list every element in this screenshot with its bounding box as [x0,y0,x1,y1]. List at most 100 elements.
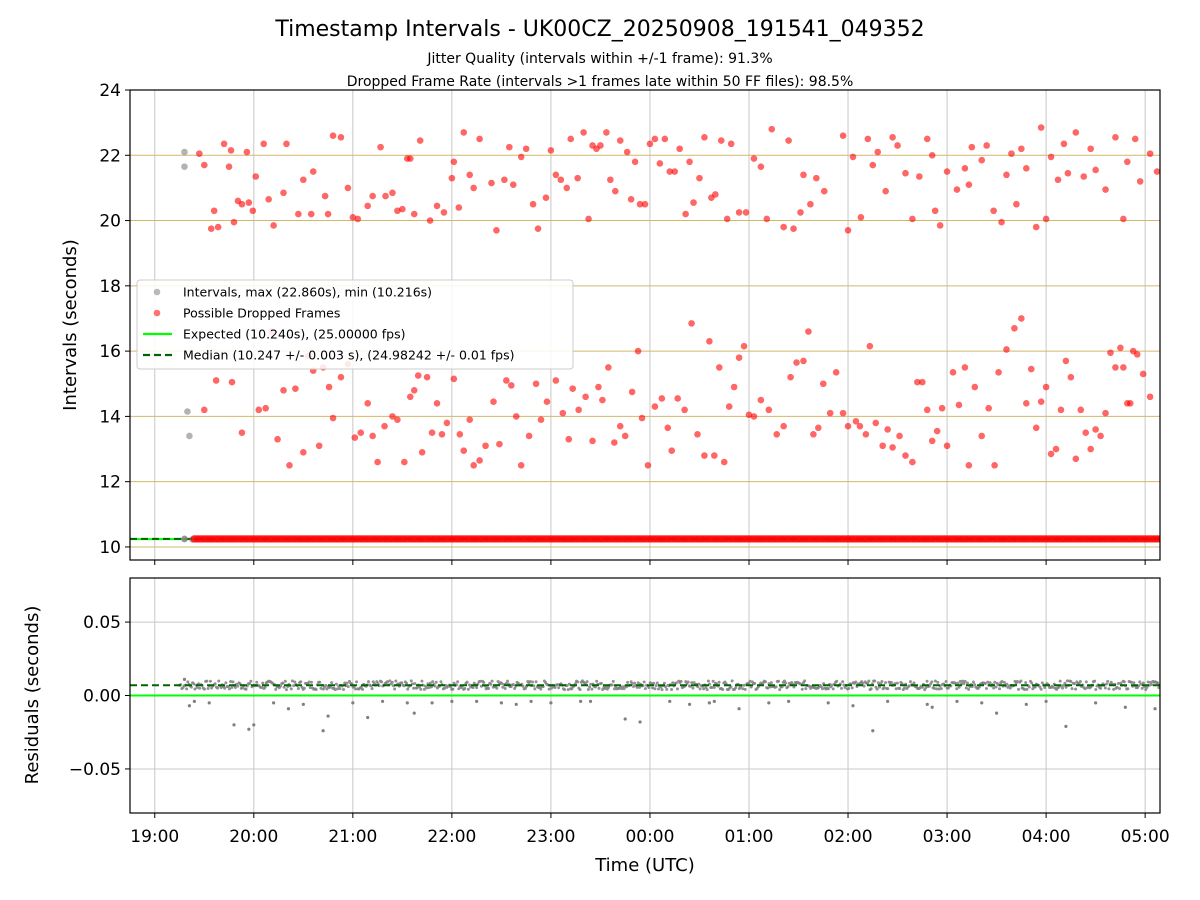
residual-point [487,686,491,690]
dropped-frame-point [701,134,708,141]
dropped-frame-point [968,143,976,151]
dropped-frame-point [394,207,401,215]
residual-point [182,677,187,681]
dropped-frame-point [1080,173,1088,180]
residual-point [642,680,646,684]
dropped-frame-point [928,437,936,445]
residual-point [1064,685,1068,689]
dropped-frame-point [1067,373,1075,381]
dropped-frame-point [852,417,860,425]
dropped-frame-point [990,207,997,215]
residual-point [956,681,960,685]
residual-point [889,681,893,685]
residual-point [1023,687,1027,691]
dropped-frame-point [717,137,725,144]
residual-point [777,679,781,683]
dropped-frame-point [228,378,236,386]
dropped-frame-point [1087,145,1094,153]
residual-point [205,679,209,683]
residual-point [539,687,543,691]
dropped-frame-point [1060,140,1068,148]
dropped-frame-point [688,320,695,327]
dropped-frame-point [735,209,743,216]
residual-point [1044,699,1048,703]
x-tick-label: 00:00 [625,827,674,847]
dropped-frame-point [476,135,483,143]
residual-point [361,687,365,691]
residual-point [786,685,790,689]
residual-point [1126,687,1130,691]
dropped-frame-point [1054,176,1062,184]
dropped-frame-point [369,432,376,440]
residual-point [876,681,880,685]
dropped-frame-point [357,429,365,437]
dropped-frame-point [196,150,203,157]
residual-point [388,679,392,683]
residual-point [721,688,725,692]
dropped-frame-point [676,145,683,153]
dropped-frame-point [534,225,542,233]
residual-point [233,686,237,690]
dropped-frame-point [740,342,748,350]
dropped-frame-point [559,409,567,417]
residual-point [1007,684,1011,688]
residual-point [886,699,890,703]
residual-point [1116,682,1120,686]
residual-point [590,687,594,691]
residual-point [862,684,866,688]
residual-point [961,679,965,683]
residual-point [1094,688,1098,692]
residual-point [1015,679,1019,683]
residual-point [255,680,259,684]
dropped-frame-point [933,427,941,435]
dropped-frame-point [567,135,575,143]
residual-point [366,680,370,684]
residual-point [939,687,943,691]
residuals-plot: 0.05 0.00 −0.05 19:00 20:00 21:00 22:00 23:00 0… [22,577,1170,876]
residual-point [206,687,210,691]
residual-point [967,687,971,691]
residual-point [936,680,940,684]
dropped-frame-point [1003,171,1010,179]
residual-point [1078,680,1082,684]
dropped-frame-point [862,431,870,438]
dropped-frame-point [641,200,649,208]
dropped-frame-point [351,434,359,441]
dropped-frame-point [785,137,792,144]
dropped-frame-point [410,210,418,218]
residual-point [499,701,503,705]
dropped-frame-point [262,404,269,412]
residual-point [1112,687,1116,691]
dropped-frame-point [466,416,474,423]
dropped-frame-point [532,380,540,388]
residual-point [878,685,882,689]
dropped-frame-point [757,163,765,171]
residual-point [655,681,659,685]
residual-point [244,687,248,691]
residual-point [1062,683,1066,687]
dropped-frame-point [542,194,550,202]
residual-point [886,687,890,691]
residual-point [1129,680,1133,684]
residual-point [260,686,264,690]
dropped-frame-point [1062,357,1070,365]
residual-point [653,687,657,691]
residual-point [261,681,265,685]
dropped-frame-point [200,161,208,169]
residual-point [274,687,278,691]
residual-point [633,681,637,685]
dropped-frame-point [936,222,944,229]
dropped-frame-point [595,383,602,391]
dropped-frame-point [773,431,781,438]
residual-point [702,687,706,691]
residual-point [958,679,962,683]
residual-point [712,686,716,690]
dropped-frame-point [866,342,874,350]
dropped-frame-point [493,227,500,234]
dropped-frame-point [295,210,302,218]
dropped-frame-point [763,215,771,223]
residual-point [451,687,455,691]
residual-point [1063,681,1067,685]
dropped-frame-point [681,406,688,414]
